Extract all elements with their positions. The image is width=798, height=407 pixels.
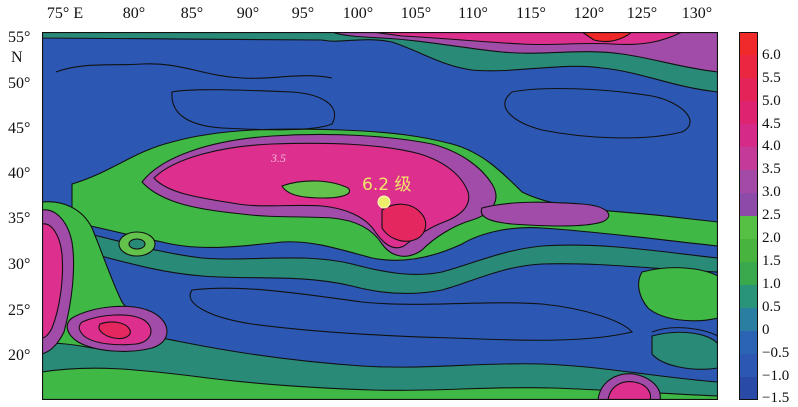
epicenter-magnitude-label: 6.2 级: [362, 170, 411, 195]
colorbar-segment: [739, 147, 758, 171]
colorbar-label-0: 0: [762, 322, 770, 338]
colorbar-label-2-5: 2.5: [762, 207, 781, 223]
epicenter-marker: [378, 196, 390, 208]
colorbar-label-1-0: 1.0: [762, 276, 781, 292]
colorbar-segment: [739, 354, 758, 378]
lon-label-120: 120°: [574, 6, 604, 22]
lon-label-110: 110°: [458, 6, 488, 22]
colorbar-label-3-0: 3.0: [762, 184, 781, 200]
colorbar-segment: [739, 55, 758, 79]
colorbar-segment: [739, 193, 758, 217]
colorbar: [739, 32, 758, 400]
region-small-teal-anomaly: [129, 239, 145, 249]
colorbar-segment: [739, 124, 758, 148]
colorbar-segment: [739, 262, 758, 286]
lat-label-40: 40°: [8, 166, 30, 182]
lat-label-30: 30°: [8, 257, 30, 273]
contour-label-3-5: 3.5: [270, 151, 286, 165]
lon-label-90: 90°: [237, 6, 259, 22]
colorbar-label-4-0: 4.0: [762, 138, 781, 154]
colorbar-label-5-5: 5.5: [762, 70, 781, 86]
colorbar-segment: [739, 308, 758, 332]
colorbar-segment: [739, 32, 758, 56]
lat-label-20: 20°: [8, 348, 30, 364]
colorbar-segment: [739, 331, 758, 355]
colorbar-label-6-0: 6.0: [762, 47, 781, 63]
colorbar-segment: [739, 170, 758, 194]
colorbar-label-5-0: 5.0: [762, 93, 781, 109]
colorbar-label-3-5: 3.5: [762, 161, 781, 177]
lon-label-105: 105°: [401, 6, 431, 22]
colorbar-segment: [739, 101, 758, 125]
lon-label-80: 80°: [123, 6, 145, 22]
colorbar-segment: [739, 285, 758, 309]
colorbar-label-2-0: 2.0: [762, 230, 781, 246]
colorbar-label-m0-5: −0.5: [762, 345, 789, 361]
colorbar-segment: [739, 377, 758, 400]
colorbar-label-1-5: 1.5: [762, 253, 781, 269]
lon-label-125: 125°: [627, 6, 657, 22]
lon-label-85: 85°: [181, 6, 203, 22]
colorbar-label-4-5: 4.5: [762, 116, 781, 132]
lat-label-35: 35°: [8, 211, 30, 227]
colorbar-label-m1-5: −1.5: [762, 390, 789, 406]
lat-label-50: 50°: [8, 76, 30, 92]
lat-label-55: 55°: [8, 30, 30, 46]
lon-label-100: 100°: [343, 6, 373, 22]
lon-label-95: 95°: [292, 6, 314, 22]
lat-label-25: 25°: [8, 303, 30, 319]
colorbar-segment: [739, 216, 758, 240]
lon-label-75e: 75° E: [47, 6, 83, 22]
region-east-violet-patch: [481, 202, 609, 226]
lon-label-130: 130°: [682, 6, 712, 22]
colorbar-label-0-5: 0.5: [762, 299, 781, 315]
lat-label-45: 45°: [8, 121, 30, 137]
contour-map: 3.5: [42, 32, 718, 400]
lon-label-115: 115°: [516, 6, 546, 22]
colorbar-segment: [739, 78, 758, 102]
colorbar-label-m1-0: −1.0: [762, 368, 789, 384]
lat-label-n: N: [11, 50, 23, 66]
colorbar-segment: [739, 239, 758, 263]
